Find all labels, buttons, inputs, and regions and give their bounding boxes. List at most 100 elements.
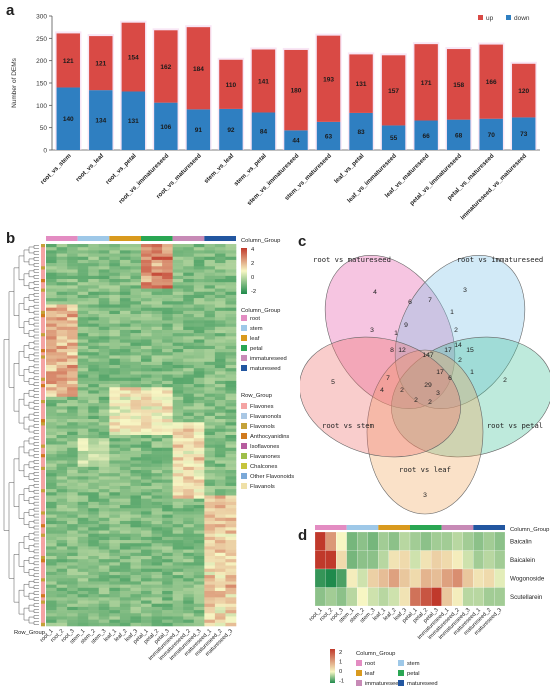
heatmap-cell [225,244,237,248]
heatmap-cell [193,266,205,270]
heatmap-cell [151,527,163,531]
heatmap-cell [193,355,205,359]
dendrogram-branch [23,464,29,478]
row-group-strip [41,622,45,627]
heatmap-cell [151,393,163,398]
heatmap-cell [204,342,216,347]
heatmap-cell [56,527,68,531]
heatmap-cell [214,555,226,560]
heatmap-cell [67,533,78,538]
heatmap-cell [162,559,173,563]
heatmap-cell [193,571,205,576]
heatmap-cell [46,399,57,404]
heatmap-cell [183,606,195,611]
heatmap-cell [183,520,195,525]
heatmap-cell [119,428,131,433]
heatmap-cell [119,441,131,445]
heatmap-cell [183,584,195,589]
venn-region-count: 3 [370,327,374,334]
row-label: Wogonoside [510,575,545,582]
heatmap-cell [162,552,173,557]
heatmap-cell [109,520,121,525]
heatmap-cell [119,559,131,563]
heatmap-cell [225,606,237,611]
heatmap-cell [141,435,152,439]
column-group-bar [141,236,173,241]
heatmap-cell [46,466,57,471]
heatmap-cell [162,530,173,534]
row-group-strip [41,428,45,433]
row-group-strip [41,466,45,471]
heatmap-cell [88,559,100,563]
heatmap-cell [151,540,163,544]
heatmap-cell [109,590,121,595]
heatmap-cell [193,606,205,611]
x-tick-label: leaf_vs_petal [333,152,366,185]
heatmap-cell [214,285,226,289]
heatmap-cell [109,473,121,477]
heatmap-cell [88,377,100,382]
heatmap-cell [77,498,89,503]
heatmap-cell [77,492,89,496]
dendrogram-branch [23,273,29,287]
heatmap-cell [151,508,163,512]
heatmap-cell [56,263,68,267]
heatmap-cell [193,619,205,624]
heatmap-cell [151,403,163,407]
heatmap-cell [67,304,78,308]
heatmap-cell [193,317,205,321]
heatmap-cell [46,244,57,248]
dendrogram-branch [33,340,39,345]
bar-down [446,119,471,150]
row-group-strip [41,495,45,499]
heatmap-cell [204,247,216,251]
row-group-strip [41,482,45,487]
heatmap-cell [204,393,216,398]
row-group-strip [41,555,45,560]
heatmap-cell [67,422,78,426]
heatmap-cell [494,550,506,570]
heatmap-cell [204,540,216,544]
heatmap-cell [77,489,89,493]
heatmap-cell [46,384,57,388]
heatmap-cell [119,355,131,359]
heatmap-cell [109,431,121,436]
heatmap-cell [183,466,195,471]
row-group-strip [41,479,45,484]
heatmap-cell [56,460,68,464]
heatmap-cell [183,511,195,515]
heatmap-cell [172,517,184,522]
heatmap-cell [193,326,205,331]
heatmap-cell [77,269,89,273]
heatmap-cell [162,399,173,404]
heatmap-cell [183,368,195,372]
heatmap-cell [151,384,163,388]
heatmap-cell [214,473,226,477]
heatmap-cell [225,441,237,445]
heatmap-cell [225,613,237,617]
heatmap-cell [151,345,163,350]
dendrogram-branch [28,366,34,373]
heatmap-cell [109,272,121,277]
heatmap-cell [67,294,78,299]
heatmap-cell [204,374,216,378]
heatmap-cell [46,317,57,321]
heatmap-cell [172,371,184,375]
heatmap-cell [193,479,205,484]
heatmap-cell [214,355,226,359]
heatmap-cell [88,326,100,331]
heatmap-cell [67,291,78,296]
heatmap-cell [98,269,110,273]
heatmap-cell [130,326,142,331]
heatmap-cell [431,587,442,607]
legend-swatch-up [478,15,483,20]
heatmap-cell [204,594,216,598]
heatmap-cell [162,536,173,541]
column-group-bar [315,525,347,530]
heatmap-cell [193,339,205,343]
heatmap-cell [98,565,110,569]
venn-region-count: 2 [428,399,432,406]
heatmap-cell [119,584,131,589]
heatmap-cell [109,606,121,611]
dendrogram-branch [8,482,14,579]
